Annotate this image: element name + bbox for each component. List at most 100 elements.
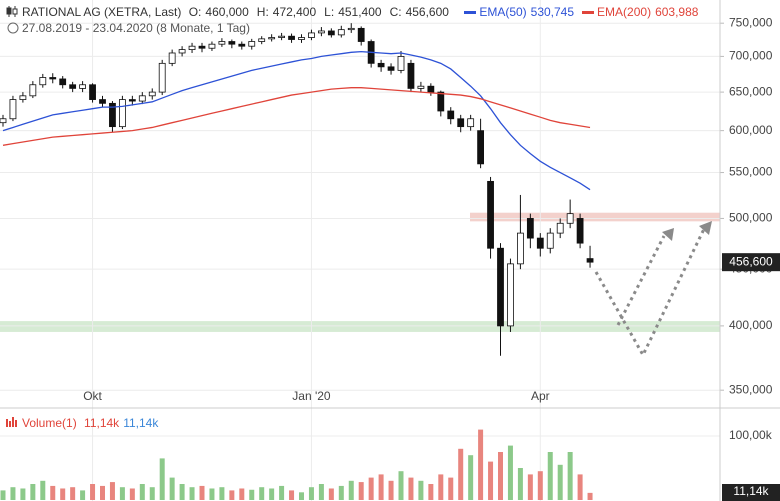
y-tick-label: 350,000 xyxy=(729,382,773,396)
y-tick-label: 550,000 xyxy=(729,165,773,179)
y-tick-label: 400,000 xyxy=(729,318,773,332)
candle-body xyxy=(109,102,116,128)
volume-bar xyxy=(308,487,314,500)
candle-body xyxy=(566,213,574,224)
candle-body xyxy=(507,263,514,327)
candle-body xyxy=(457,118,465,128)
candle-body xyxy=(337,29,345,36)
volume-bar xyxy=(438,474,444,500)
volume-bar xyxy=(90,484,96,500)
candle-body xyxy=(39,77,47,86)
candle-body xyxy=(29,84,37,97)
candle-body xyxy=(258,38,266,42)
zone xyxy=(0,321,720,332)
volume-legend: 11,14k 11,14k xyxy=(84,416,162,430)
y-tick-label: 750,000 xyxy=(729,15,773,29)
volume-bar xyxy=(358,482,364,500)
volume-bar xyxy=(189,487,195,500)
volume-bar xyxy=(209,488,215,500)
candle-body xyxy=(158,62,166,93)
volume-bar xyxy=(50,485,56,500)
volume-bar xyxy=(20,488,26,500)
candle-body xyxy=(327,30,335,36)
volume-bar xyxy=(418,480,424,500)
volume-bar xyxy=(557,464,563,500)
legend-value: 530,745 xyxy=(530,5,575,19)
volume-bar xyxy=(299,492,304,500)
candle-body xyxy=(517,232,524,265)
header: RATIONAL AG (XETRA, Last) O: 460,000 H: 472… xyxy=(22,5,710,19)
volume-bar xyxy=(577,474,583,500)
candle-body xyxy=(387,66,395,71)
volume-bar xyxy=(100,485,105,500)
volume-bar xyxy=(537,471,543,500)
candle-body xyxy=(208,43,216,49)
subheader: 27.08.2019 - 23.04.2020 (8 Monate, 1 Tag… xyxy=(22,21,254,35)
plot xyxy=(0,23,594,500)
candle-body xyxy=(278,35,286,38)
candle-body xyxy=(9,99,17,120)
candle-body xyxy=(417,85,425,89)
candle-body xyxy=(99,99,106,104)
candle-body xyxy=(497,247,504,327)
quote-value: 451,400 xyxy=(338,5,382,19)
projection xyxy=(594,228,706,359)
volume-bar xyxy=(199,485,205,500)
projection-line xyxy=(616,235,666,326)
candle-body xyxy=(128,99,136,102)
volume-bar xyxy=(408,477,414,500)
quote-value: 460,000 xyxy=(205,5,249,19)
quote-key: H: xyxy=(256,5,269,19)
volume-bar xyxy=(338,485,344,500)
volume-bar xyxy=(60,488,66,500)
y-tick-label: 700,000 xyxy=(729,49,773,63)
volume-bar xyxy=(428,484,434,500)
quote-key: O: xyxy=(188,5,202,19)
legend-value: 11,14k xyxy=(123,416,159,430)
volume-bar xyxy=(448,477,454,500)
candle-body xyxy=(79,84,86,89)
volume-bar xyxy=(468,455,474,500)
candle-body xyxy=(467,118,475,128)
volume-bar xyxy=(239,488,245,500)
candle-body xyxy=(377,62,385,68)
volume-bar xyxy=(229,490,235,500)
candle-body xyxy=(198,45,206,49)
zone xyxy=(470,212,720,222)
candle-body xyxy=(89,84,96,100)
candle-body xyxy=(576,218,584,244)
candle-body xyxy=(168,52,176,64)
candle-body xyxy=(228,41,236,45)
candle-body xyxy=(447,110,455,120)
candle-body xyxy=(138,95,146,102)
quote-key: L: xyxy=(324,5,335,19)
title: RATIONAL AG (XETRA, Last) xyxy=(22,5,182,19)
legend-name: EMA(50) xyxy=(479,5,527,19)
ema-line xyxy=(2,87,591,146)
candle-body xyxy=(308,32,315,38)
legend-value: 603,988 xyxy=(655,5,699,19)
volume-bar xyxy=(348,480,354,500)
candle-body xyxy=(119,99,126,128)
candle-body xyxy=(397,56,405,71)
volume-bar xyxy=(259,487,265,500)
y-tick-label: 500,000 xyxy=(729,211,773,225)
candle-body xyxy=(407,62,415,89)
legend-icon xyxy=(6,6,18,17)
candle-body xyxy=(546,232,554,249)
y-tick-label: 100,00k xyxy=(729,428,773,442)
volume-bar xyxy=(478,429,484,500)
ema-line xyxy=(2,50,591,191)
volume-bar xyxy=(119,487,125,500)
clock-icon xyxy=(7,22,19,34)
volume-bar xyxy=(368,477,374,500)
current-price-label: 456,600 xyxy=(729,254,773,268)
candle-body xyxy=(298,37,305,40)
volume-bar xyxy=(159,458,165,500)
arrow-head xyxy=(662,228,674,241)
volume-title: Volume(1) xyxy=(22,416,77,430)
candle-body xyxy=(357,27,365,42)
